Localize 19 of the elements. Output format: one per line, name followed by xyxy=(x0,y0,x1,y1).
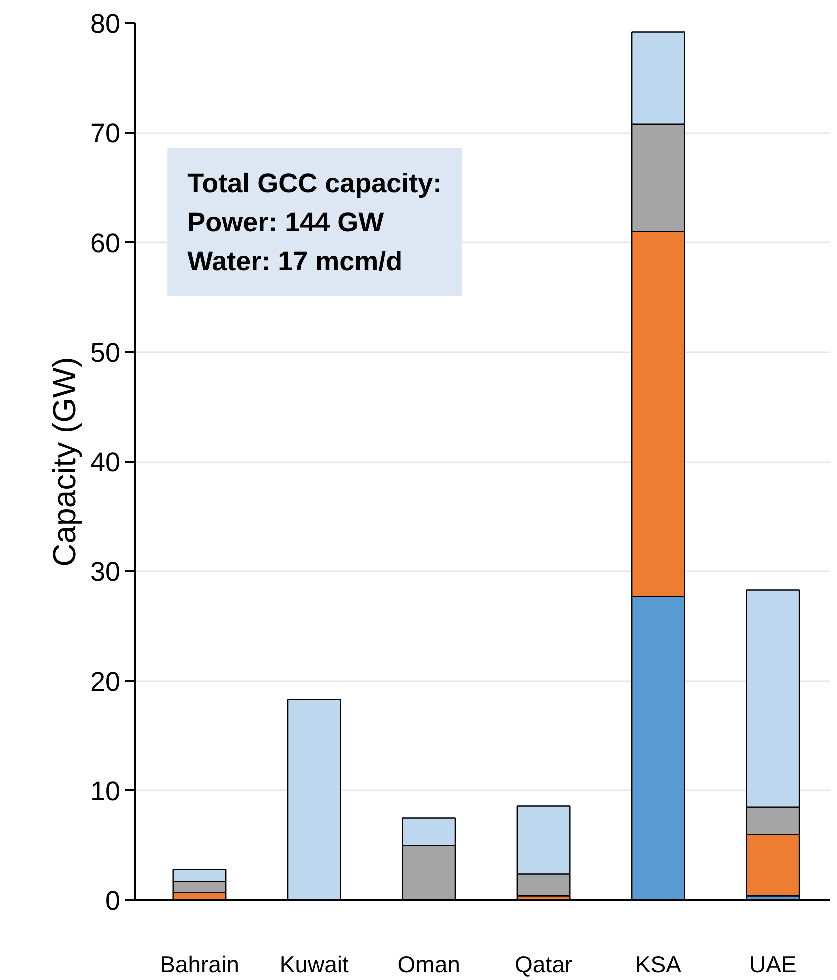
y-tick-label: 60 xyxy=(90,228,121,258)
x-tick-label: Kuwait xyxy=(280,952,350,978)
y-tick-label: 70 xyxy=(90,118,121,149)
y-axis-title: Capacity (GW) xyxy=(46,357,82,567)
x-tick-label: Qatar xyxy=(515,952,573,978)
y-tick-label: 10 xyxy=(90,776,121,806)
x-tick-label: Oman xyxy=(398,952,460,978)
x-tick-label: UAE xyxy=(750,952,797,978)
annotation: Total GCC capacity: xyxy=(188,168,442,198)
y-tick-label: 50 xyxy=(90,338,121,368)
x-tick-label: KSA xyxy=(635,952,682,978)
y-tick-label: 20 xyxy=(90,666,121,697)
y-tick-label: 80 xyxy=(90,9,121,39)
annotation: Water: 17 mcm/d xyxy=(188,246,403,276)
x-tick-label: Bahrain xyxy=(160,952,240,978)
y-tick-label: 40 xyxy=(90,448,121,478)
annotation: Power: 144 GW xyxy=(188,207,385,238)
y-tick-label: 30 xyxy=(90,557,121,588)
y-tick-label: 0 xyxy=(105,886,121,916)
